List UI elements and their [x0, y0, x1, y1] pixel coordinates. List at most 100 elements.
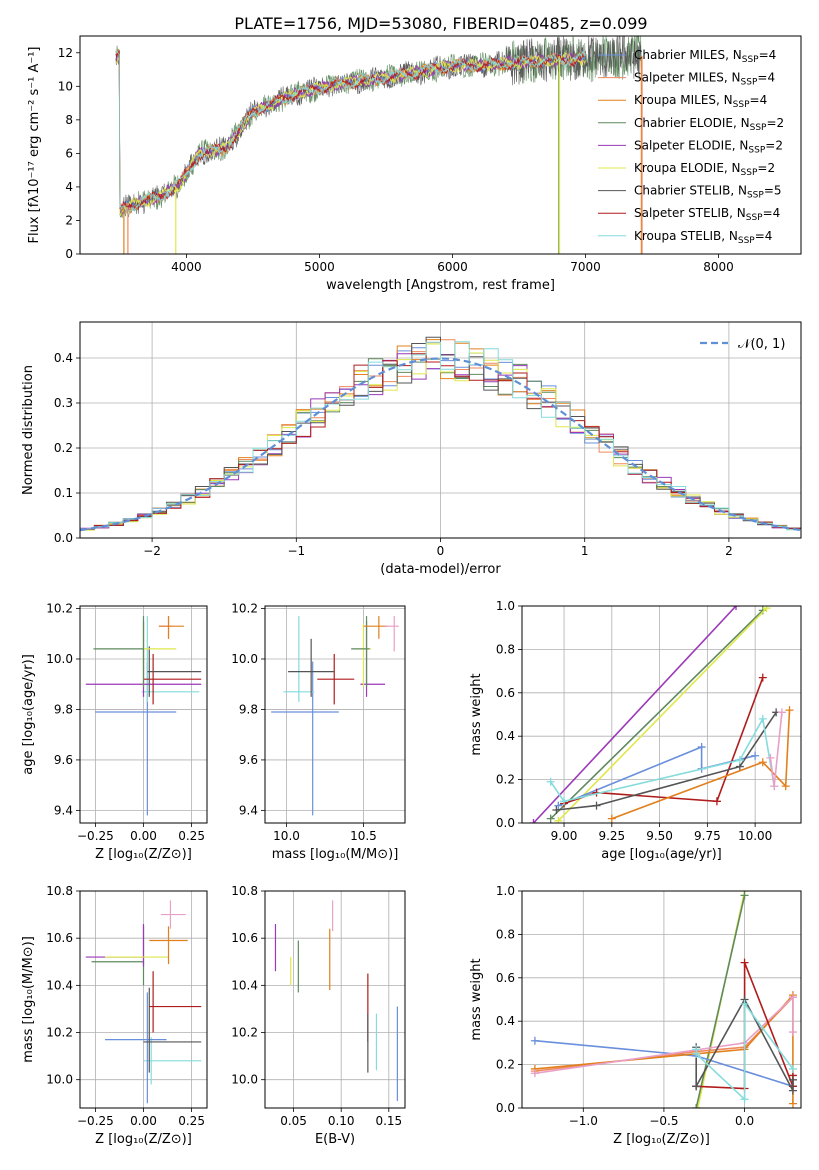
x-axis-label: Z [log₁₀(Z/Z⊙)] [95, 847, 192, 862]
weight-marker [740, 891, 749, 900]
y-tick-label: 10.2 [231, 1026, 258, 1040]
mass_vs_ebv-panel: 0.05 0.10 0.15 10.0 10.2 10.4 10.6 10.8 E(B-V) [231, 884, 406, 1147]
spectrum-line [115, 51, 586, 217]
legend-sub: SSP [738, 236, 755, 246]
y-tick-label: 1.0 [496, 599, 515, 613]
weight-marker [697, 743, 706, 752]
weight-marker [560, 797, 569, 806]
x-tick-label: 9.00 [551, 829, 578, 843]
weight-marker [712, 797, 721, 806]
plot-area [529, 606, 794, 823]
weight-marker [788, 993, 797, 1002]
axes-frame [79, 605, 208, 824]
weight-series [556, 711, 777, 811]
y-tick-label: 0 [65, 247, 73, 261]
weight-marker [740, 999, 749, 1008]
y-tick-label: 10.2 [231, 602, 258, 616]
y-tick-label: 0.2 [496, 1058, 515, 1072]
x-tick-label: 1 [581, 544, 589, 558]
legend-sub: SSP [746, 213, 763, 223]
axes-frame [264, 605, 406, 824]
y-tick-label: 0.8 [496, 642, 515, 656]
legend-label: Salpeter STELIB, N [634, 206, 746, 220]
x-tick-label: 2 [725, 544, 733, 558]
weight-marker [692, 1049, 701, 1058]
weight-marker [530, 1036, 539, 1045]
plot-area [85, 616, 202, 816]
weight-marker [740, 1095, 749, 1104]
x-tick-label: 0.05 [280, 1114, 307, 1128]
x-tick-label: 0.15 [375, 1114, 402, 1128]
legend-entry: Salpeter STELIB, NSSP=4 [634, 206, 780, 223]
weight-marker [758, 673, 767, 682]
legend-label: Kroupa MILES, N [634, 93, 733, 107]
x-tick-label: 0.25 [178, 829, 205, 843]
weight-marker [770, 782, 779, 791]
weight-marker [692, 1104, 701, 1108]
legend-value: =2 [765, 138, 783, 152]
legend-entry: Chabrier MILES, NSSP=4 [634, 48, 776, 65]
plot-area [85, 900, 202, 1104]
x-tick-label: 9.75 [694, 829, 721, 843]
y-tick-label: 10.8 [46, 884, 73, 898]
y-axis-label: Flux [fλ10⁻¹⁷ erg cm⁻² s⁻¹ A⁻¹] [27, 47, 42, 244]
y-tick-label: 10.4 [231, 978, 258, 992]
x-axis-label: E(B-V) [315, 1132, 355, 1147]
legend-sub: SSP [741, 168, 758, 178]
x-tick-label: 7000 [570, 260, 601, 274]
x-tick-label: −0.25 [77, 1114, 114, 1128]
weight-marker [758, 714, 767, 723]
weight-marker [692, 1082, 701, 1091]
legend-entry: Kroupa MILES, NSSP=4 [634, 93, 767, 110]
weight-marker [607, 814, 616, 823]
legend-sub: SSP [750, 123, 767, 133]
y-tick-label: 10.0 [46, 1073, 73, 1087]
weight-marker [592, 801, 601, 810]
weight-series [534, 995, 794, 1075]
x-tick-label: 5000 [304, 260, 335, 274]
legend-entry: 𝒩(0, 1) [738, 337, 785, 352]
legend-value: =4 [755, 229, 773, 243]
plot-area [274, 900, 398, 1101]
plot-area [271, 616, 399, 816]
panels: 4000 5000 6000 7000 8000024681012wavelength … [21, 35, 802, 1147]
weight-marker [693, 1104, 702, 1108]
plot-area [530, 891, 797, 1108]
y-tick-label: 12 [58, 46, 73, 60]
weight-marker [530, 1069, 539, 1078]
mass_vs_Z-panel: −0.25 0.00 0.25 10.0 10.2 10.4 10.6 10.8 Z [log₁… [21, 884, 208, 1147]
y-tick-label: 0.4 [54, 351, 73, 365]
y-tick-label: 10.2 [46, 1026, 73, 1040]
plot-area [115, 36, 643, 254]
y-tick-label: 0.1 [54, 486, 73, 500]
weight-marker [554, 801, 563, 810]
legend-entry: Kroupa STELIB, NSSP=4 [634, 229, 772, 246]
legend-label: Kroupa ELODIE, N [634, 161, 741, 175]
histogram-series [80, 341, 801, 531]
y-tick-label: 10.6 [46, 931, 73, 945]
weight-marker [735, 756, 744, 765]
y-tick-label: 10.4 [46, 978, 73, 992]
x-tick-label: −1 [287, 544, 305, 558]
legend-sub: SSP [742, 55, 759, 65]
age_vs_mass-panel: 10.0 10.5 9.4 9.6 9.8 10.0 10.2 mass [log₁₀(M/M… [231, 602, 406, 862]
x-tick-label: 0 [437, 544, 445, 558]
y-tick-label: 9.8 [54, 702, 73, 716]
y-tick-label: 0.0 [496, 816, 515, 830]
y-tick-label: 0.3 [54, 396, 73, 410]
weight-marker [788, 1028, 797, 1037]
axes-frame [79, 890, 208, 1109]
x-axis-label: Z [log₁₀(Z/Z⊙)] [95, 1132, 192, 1147]
x-tick-label: −0.5 [649, 1114, 678, 1128]
axes-frame [521, 605, 802, 824]
figure-title: PLATE=1756, MJD=53080, FIBERID=0485, z=0… [234, 14, 647, 33]
weight-marker [781, 782, 790, 791]
x-axis-label: mass [log₁₀(M/M⊙)] [272, 847, 399, 862]
legend-sub: SSP [733, 100, 750, 110]
weight_vs_Z-panel: −1.0 −0.5 0.0 0.0 0.2 0.4 0.6 0.8 1.0 Z [log₁₀(Z/… [469, 884, 802, 1147]
y-tick-label: 10 [58, 79, 73, 93]
y-tick-label: 0.4 [496, 1014, 515, 1028]
x-tick-label: 9.25 [598, 829, 625, 843]
gaussian-curve [80, 357, 801, 532]
y-tick-label: 0.6 [496, 686, 515, 700]
